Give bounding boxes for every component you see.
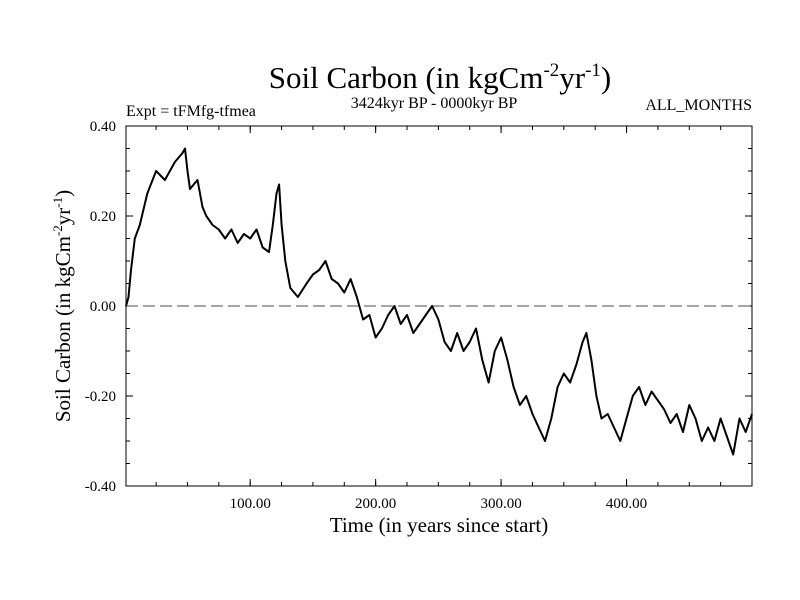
x-tick-label: 400.00 <box>606 496 647 512</box>
series-layer <box>125 147 753 456</box>
y-tick-label: -0.40 <box>85 479 116 495</box>
y-axis-label: Soil Carbon (in kgCm-2yr-1) <box>50 190 75 422</box>
y-tick-label: 0.40 <box>90 119 116 135</box>
months-label: ALL_MONTHS <box>645 97 752 114</box>
x-tick-label: 300.00 <box>480 496 521 512</box>
series-line <box>125 147 753 456</box>
experiment-label: Expt = tFMfg-tfmea <box>126 103 256 120</box>
axis-ticks: 0.40 0.20 0.00 -0.20 -0.40 100.00 200.00 300.00… <box>85 119 752 512</box>
y-tick-label: 0.20 <box>90 209 116 225</box>
plot-frame <box>125 125 753 487</box>
x-tick-label: 200.00 <box>355 496 396 512</box>
time-range-label: 3424kyr BP - 0000kyr BP <box>351 95 518 112</box>
x-axis-label: Time (in years since start) <box>330 513 549 537</box>
x-tick-label: 100.00 <box>230 496 271 512</box>
y-tick-label: 0.00 <box>90 299 116 315</box>
chart-title: Soil Carbon (in kgCm-2yr-1) <box>269 60 612 95</box>
y-tick-label: -0.20 <box>85 389 116 405</box>
